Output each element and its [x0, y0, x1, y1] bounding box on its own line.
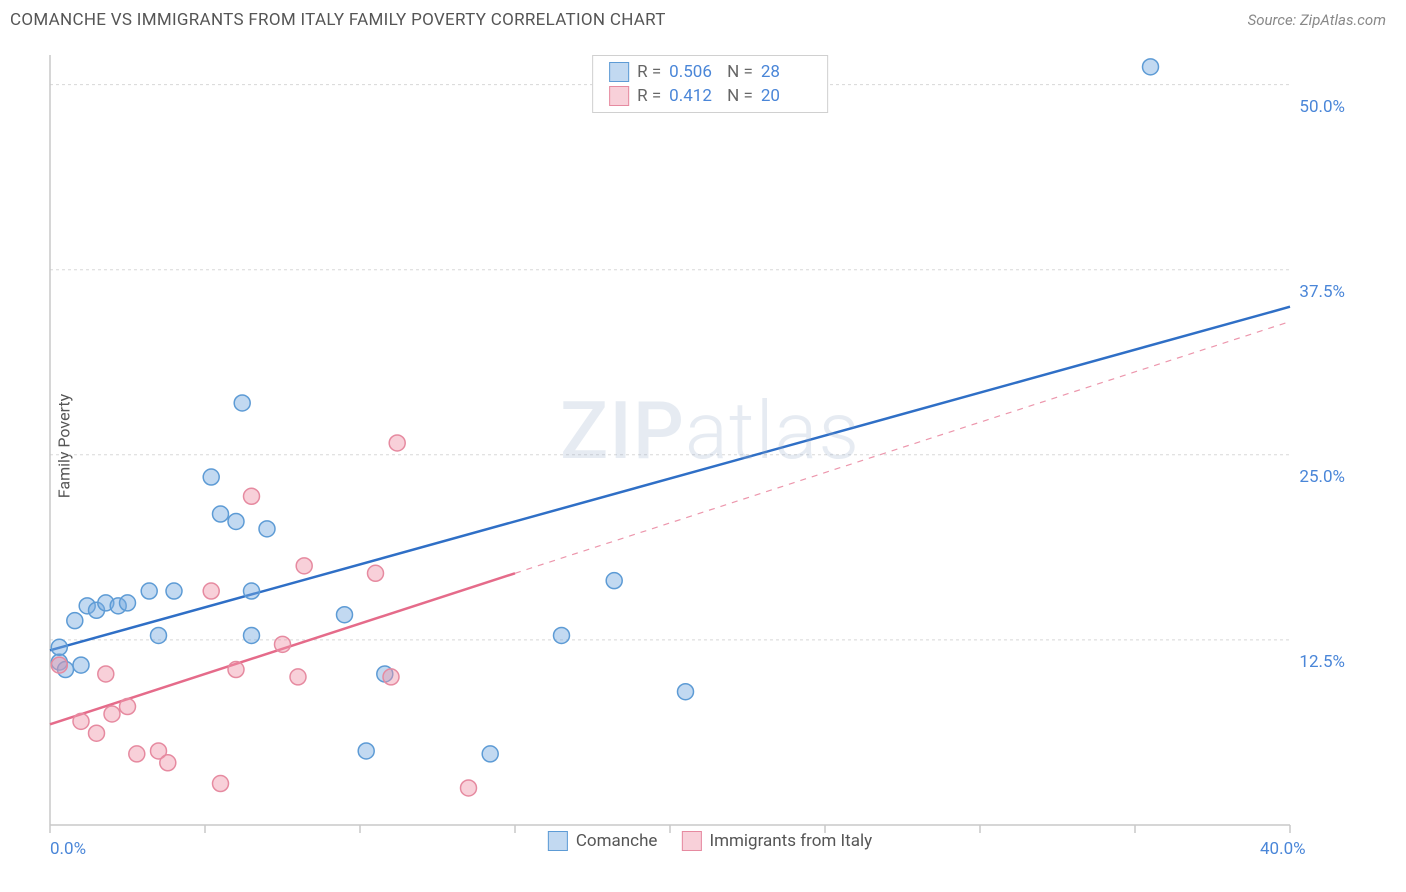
r-value-2: 0.412	[669, 86, 719, 106]
scatter-chart-svg	[45, 55, 1375, 855]
y-tick-label: 37.5%	[1299, 282, 1345, 302]
legend-swatch-b2	[681, 831, 701, 851]
legend-swatch-2	[609, 86, 629, 106]
legend-item-1: Comanche	[548, 831, 658, 851]
r-label-2: R =	[637, 86, 661, 106]
y-tick-label: 12.5%	[1299, 652, 1345, 672]
chart-title: COMANCHE VS IMMIGRANTS FROM ITALY FAMILY…	[10, 10, 666, 30]
n-label-2: N =	[727, 86, 753, 106]
n-value-2: 20	[761, 86, 811, 106]
legend-label-2: Immigrants from Italy	[709, 831, 872, 851]
n-value-1: 28	[761, 62, 811, 82]
x-tick-label: 0.0%	[50, 839, 86, 859]
chart-header: COMANCHE VS IMMIGRANTS FROM ITALY FAMILY…	[0, 0, 1406, 36]
source-attribution: Source: ZipAtlas.com	[1248, 11, 1386, 29]
legend-series: Comanche Immigrants from Italy	[548, 831, 872, 851]
chart-area: ZIPatlas R = 0.506 N = 28 R = 0.412 N = …	[45, 55, 1375, 855]
legend-swatch-1	[609, 62, 629, 82]
legend-stats: R = 0.506 N = 28 R = 0.412 N = 20	[592, 55, 828, 113]
y-tick-label: 50.0%	[1299, 97, 1345, 117]
r-label: R =	[637, 62, 661, 82]
r-value-1: 0.506	[669, 62, 719, 82]
x-tick-label: 40.0%	[1260, 839, 1306, 859]
n-label: N =	[727, 62, 753, 82]
y-tick-label: 25.0%	[1299, 467, 1345, 487]
legend-label-1: Comanche	[576, 831, 658, 851]
legend-stats-row-1: R = 0.506 N = 28	[609, 60, 811, 84]
legend-swatch-b1	[548, 831, 568, 851]
legend-stats-row-2: R = 0.412 N = 20	[609, 84, 811, 108]
legend-item-2: Immigrants from Italy	[681, 831, 872, 851]
